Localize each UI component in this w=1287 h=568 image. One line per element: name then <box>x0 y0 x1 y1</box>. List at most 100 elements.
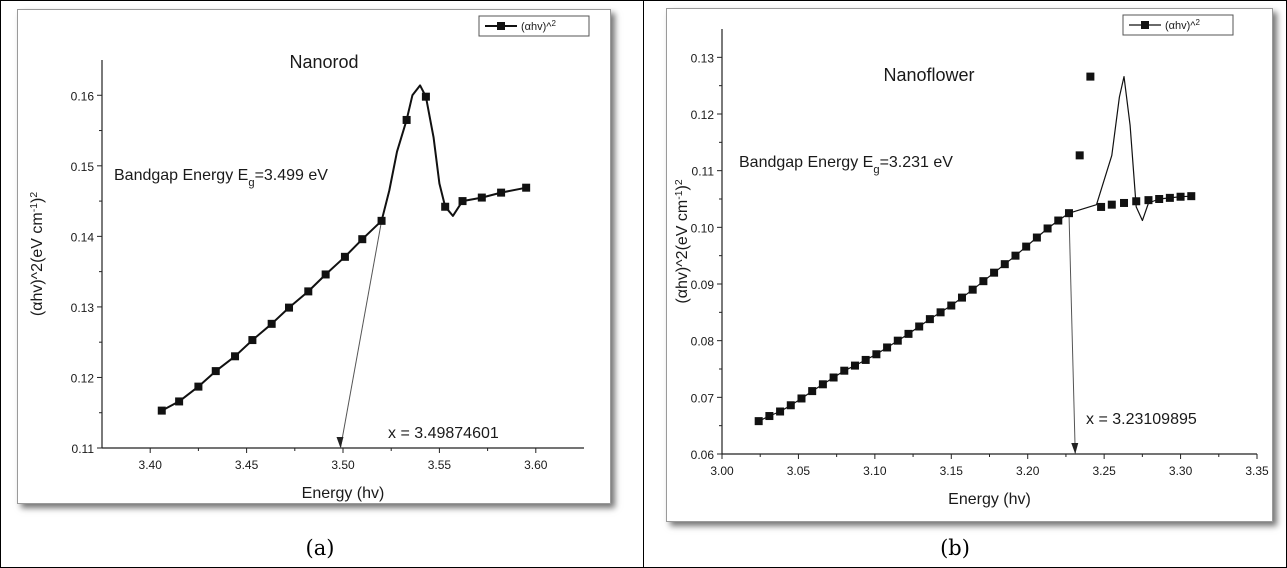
x-axis-label: Energy (hv) <box>302 485 385 502</box>
data-point <box>893 336 902 345</box>
data-point <box>175 397 184 406</box>
y-tick-label: 0.13 <box>71 301 95 315</box>
data-point <box>754 417 763 426</box>
x-tick-label: 3.40 <box>139 458 163 472</box>
data-point <box>818 380 827 389</box>
data-point <box>765 412 774 421</box>
data-point <box>1165 193 1174 202</box>
chart-title: Nanoflower <box>883 65 974 85</box>
data-point <box>285 303 294 312</box>
legend-label: (αhv)^2 <box>1165 18 1200 33</box>
data-point <box>861 355 870 364</box>
tangent-arrowhead <box>336 437 344 448</box>
data-point <box>925 315 934 324</box>
data-point <box>1097 202 1106 211</box>
x-tick-label: 3.05 <box>787 464 811 478</box>
chart-nanorod: 3.40 3.45 3.50 3.55 3.60 0.11 0.12 0.13 0.14 0.15… <box>29 15 590 502</box>
data-point <box>915 322 924 331</box>
bandgap-annotation: Bandgap Energy Eg=3.231 eV <box>739 154 953 176</box>
legend-marker <box>1141 21 1149 29</box>
data-point <box>872 350 881 359</box>
chart-title: Nanorod <box>289 52 358 72</box>
y-tick-label: 0.16 <box>71 89 95 103</box>
data-point <box>776 407 785 416</box>
legend: (αhv)^2 <box>478 15 590 37</box>
data-point <box>1107 200 1116 209</box>
data-point <box>840 366 849 375</box>
data-point <box>1075 151 1084 160</box>
data-point <box>358 235 367 244</box>
data-point <box>1064 209 1073 218</box>
data-point <box>808 387 817 396</box>
data-point <box>377 216 386 225</box>
data-point <box>979 277 988 286</box>
data-point <box>1144 196 1153 205</box>
data-point <box>477 193 486 202</box>
data-point <box>968 285 977 294</box>
data-point <box>1086 72 1095 81</box>
legend-marker <box>497 22 505 30</box>
legend: (αhv)^2 <box>1122 14 1234 36</box>
y-tick-label: 0.12 <box>71 371 95 385</box>
intercept-annotation: x = 3.49874601 <box>388 425 499 442</box>
y-tick-label: 0.13 <box>691 51 715 65</box>
data-point <box>421 92 430 101</box>
x-tick-label: 3.00 <box>710 464 734 478</box>
data-point <box>1187 192 1196 201</box>
data-point <box>340 252 349 261</box>
tangent-line <box>1068 213 1076 455</box>
data-point <box>304 287 313 296</box>
data-point <box>1120 198 1129 207</box>
caption-a: (a) <box>305 536 335 560</box>
figure-cell-a: 3.40 3.45 3.50 3.55 3.60 0.11 0.12 0.13 0.14 0.15… <box>0 0 644 568</box>
data-point <box>957 293 966 302</box>
legend-box <box>478 15 590 37</box>
y-tick-label: 0.14 <box>71 230 95 244</box>
data-point <box>248 336 257 345</box>
x-tick-label: 3.20 <box>1016 464 1040 478</box>
y-tick-label: 0.06 <box>691 448 715 462</box>
x-tick-label: 3.15 <box>940 464 964 478</box>
y-tick-label: 0.08 <box>691 335 715 349</box>
data-point <box>267 319 276 328</box>
data-point <box>1022 242 1031 251</box>
figure-cell-b: 3.00 3.05 3.10 3.15 3.20 3.25 3.30 3.35 0.06 0.07… <box>643 0 1287 568</box>
data-point <box>1043 224 1052 233</box>
y-tick-label: 0.09 <box>691 278 715 292</box>
data-point <box>936 308 945 317</box>
data-point <box>947 301 956 310</box>
data-point <box>1132 197 1141 206</box>
x-tick-label: 3.50 <box>331 458 355 472</box>
legend-label: (αhv)^2 <box>521 19 556 34</box>
data-point <box>1155 195 1164 203</box>
x-tick-label: 3.45 <box>235 458 259 472</box>
y-tick-label: 0.11 <box>72 442 95 456</box>
x-tick-label: 3.30 <box>1169 464 1193 478</box>
tangent-line <box>340 220 383 449</box>
chart-frame-nanoflower: 3.00 3.05 3.10 3.15 3.20 3.25 3.30 3.35 0.06 0.07… <box>666 8 1273 522</box>
data-point <box>458 197 467 206</box>
y-axis-label: (αhv)^2(eV cm-1)2 <box>29 192 47 316</box>
legend-box <box>1122 14 1234 36</box>
data-point <box>321 270 330 279</box>
intercept-annotation: x = 3.23109895 <box>1086 411 1197 428</box>
y-tick-label: 0.07 <box>691 391 715 405</box>
data-point <box>231 352 240 361</box>
chart-frame-nanorod: 3.40 3.45 3.50 3.55 3.60 0.11 0.12 0.13 0.14 0.15… <box>17 9 611 504</box>
data-point <box>497 188 506 197</box>
data-point <box>157 406 166 415</box>
x-tick-label: 3.10 <box>863 464 887 478</box>
tangent-arrowhead <box>1071 443 1079 454</box>
data-point <box>829 373 838 382</box>
x-tick-label: 3.60 <box>524 458 548 472</box>
data-point <box>441 202 450 211</box>
x-axis-label: Energy (hv) <box>948 491 1031 508</box>
data-point <box>1000 260 1009 269</box>
x-tick-label: 3.25 <box>1092 464 1116 478</box>
data-point <box>904 329 913 338</box>
data-point <box>797 394 806 403</box>
data-point <box>211 367 220 376</box>
series-line <box>758 76 1192 422</box>
data-point <box>1054 216 1063 225</box>
data-point <box>883 343 892 352</box>
